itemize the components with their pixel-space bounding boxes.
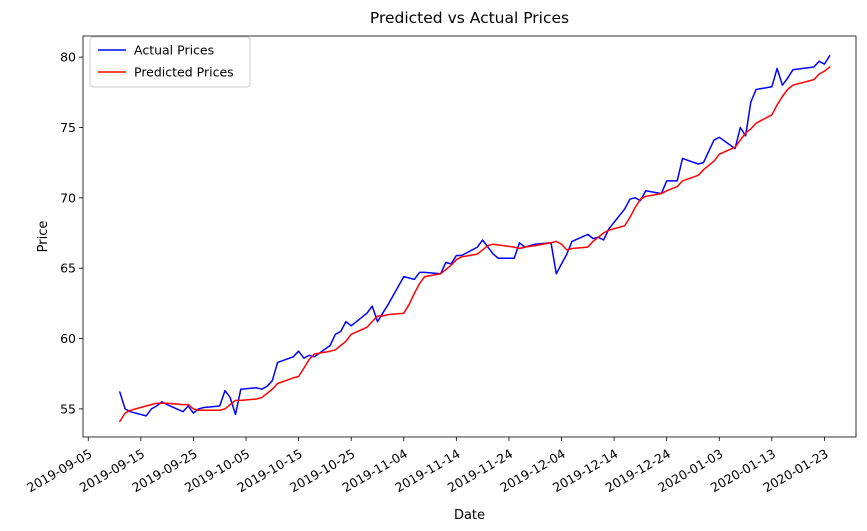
y-tick-label: 75 (60, 120, 76, 135)
series-layer (119, 54, 831, 423)
y-tick-label: 65 (60, 261, 76, 276)
y-tick-label: 60 (60, 331, 76, 346)
y-axis-title: Price (36, 221, 51, 253)
series-line-predicted (119, 66, 831, 423)
x-axis-title: Date (454, 508, 485, 523)
legend: Actual Prices Predicted Prices (89, 36, 251, 88)
legend-label: Actual Prices (134, 43, 214, 58)
legend-box (89, 36, 251, 88)
y-tick-label: 80 (60, 50, 76, 65)
legend-label: Predicted Prices (134, 65, 234, 80)
y-tick-label: 70 (60, 190, 76, 205)
chart-title: Predicted vs Actual Prices (370, 9, 569, 27)
series-line-actual (119, 54, 831, 417)
y-tick-label: 55 (60, 401, 76, 416)
y-axis: 55 60 65 70 75 80 (60, 50, 83, 416)
plot-frame (82, 35, 857, 438)
